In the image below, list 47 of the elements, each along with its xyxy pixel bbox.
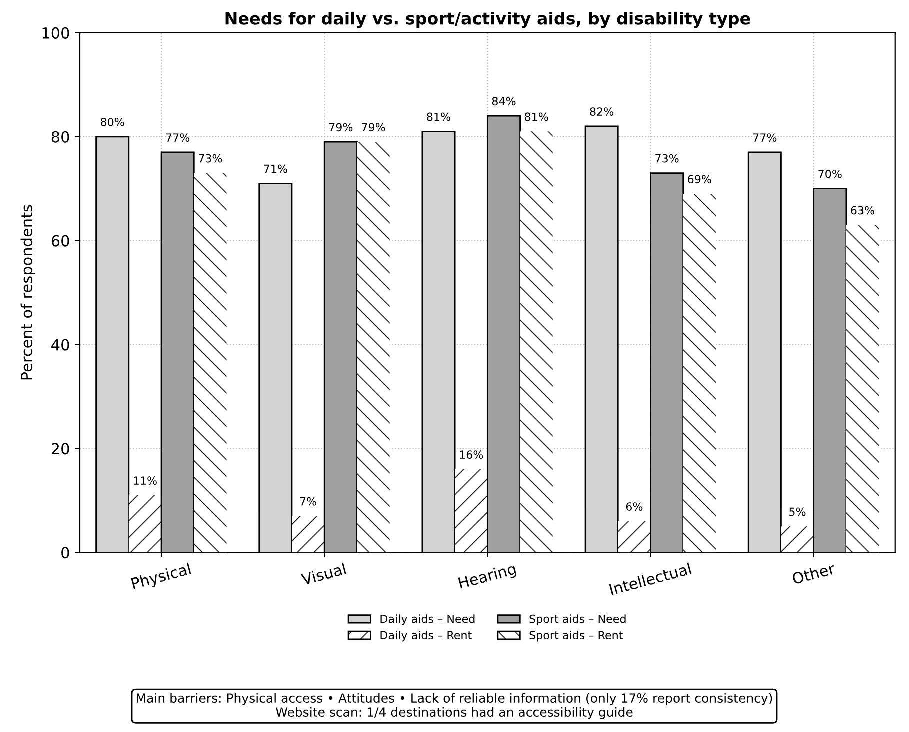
data-label: 77%	[166, 134, 190, 142]
bar	[846, 225, 880, 553]
data-label: 5%	[790, 508, 806, 516]
bar	[781, 526, 814, 553]
data-label: 70%	[818, 170, 842, 178]
y-tick-label: 100	[42, 27, 70, 39]
y-tick-label: 80	[52, 131, 70, 143]
data-label: 81%	[427, 112, 450, 122]
data-label: 11%	[134, 476, 157, 486]
x-tick-label: Other	[792, 562, 836, 585]
legend-label: Sport aids – Rent	[530, 630, 623, 642]
data-label: 77%	[753, 134, 777, 142]
text: Main barriers: Physical access • Attitudes • Lack of reliable information (only 17% report consistency)	[136, 693, 772, 706]
bar	[618, 521, 651, 553]
bar	[455, 470, 488, 553]
data-label: 84%	[492, 97, 516, 106]
text: Website scan: 1/4 destinations had an accessibility guide	[276, 707, 633, 720]
legend-label: Daily aids – Need	[380, 614, 475, 626]
bar	[292, 516, 325, 553]
legend-label: Daily aids – Rent	[380, 630, 472, 642]
data-label: 6%	[626, 502, 643, 511]
y-tick-label: 40	[52, 339, 70, 351]
data-label: 73%	[199, 154, 222, 163]
data-label: 16%	[460, 450, 484, 460]
y-axis-title: Percent of respondents	[20, 205, 36, 380]
data-label: 63%	[851, 206, 874, 215]
data-label: 73%	[656, 154, 679, 163]
bar	[128, 495, 162, 553]
data-label: 7%	[300, 497, 316, 506]
bar	[194, 173, 227, 553]
y-tick-label: 20	[52, 443, 70, 455]
bar	[357, 142, 390, 553]
bar	[520, 132, 553, 553]
data-label: 81%	[525, 112, 548, 122]
data-label: 79%	[362, 123, 386, 132]
data-label: 69%	[688, 175, 712, 184]
legend-label: Sport aids – Need	[530, 614, 626, 626]
chart-title: Needs for daily vs. sport/activity aids, by disability type	[226, 12, 750, 28]
y-tick-label: 0	[62, 547, 70, 559]
data-label: 79%	[329, 123, 353, 132]
x-tick-label: Hearing	[458, 562, 518, 592]
x-tick-label: Visual	[300, 562, 346, 586]
data-label: 71%	[264, 164, 288, 174]
bar	[683, 194, 716, 553]
y-tick-label: 60	[52, 235, 70, 247]
data-label: 82%	[590, 108, 614, 116]
data-label: 80%	[101, 118, 124, 126]
